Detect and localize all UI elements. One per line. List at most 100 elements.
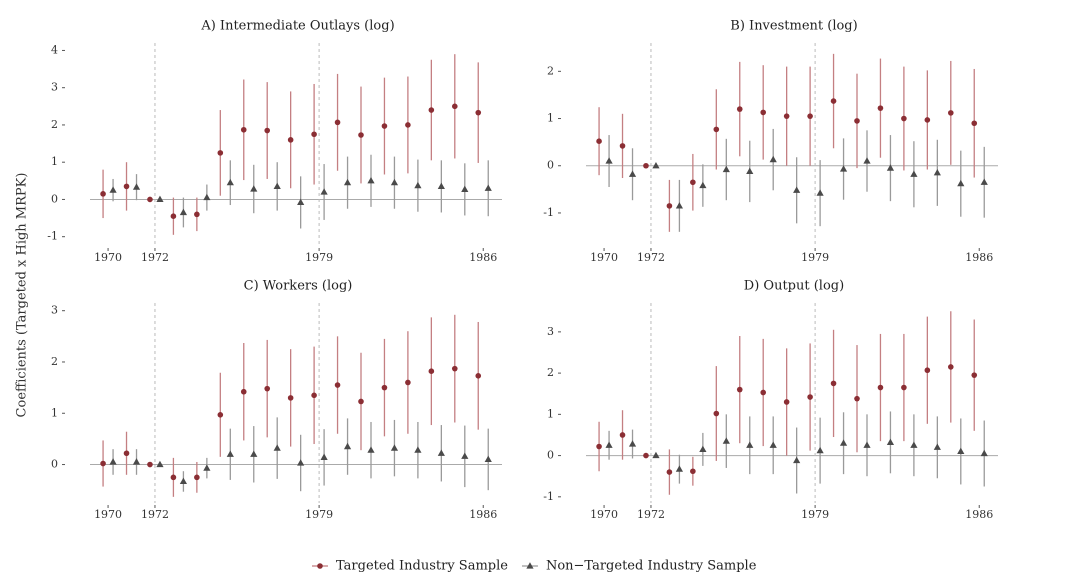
point — [405, 379, 411, 386]
point — [123, 450, 130, 457]
y-tick-label: -1 — [543, 206, 554, 219]
point — [287, 137, 294, 143]
point — [605, 157, 613, 164]
point — [933, 169, 941, 176]
x-tick-label: 1979 — [305, 251, 333, 264]
point — [367, 446, 375, 453]
y-tick-label: 0 — [51, 192, 58, 205]
y-tick-label: 1 — [51, 406, 58, 419]
point — [475, 109, 482, 116]
point — [475, 373, 482, 379]
x-tick-label: 1972 — [141, 508, 169, 521]
point — [596, 443, 602, 450]
y-tick-label: 2 — [51, 118, 58, 131]
point — [320, 188, 328, 195]
point — [675, 202, 684, 209]
x-tick-label: 1970 — [590, 251, 618, 264]
y-tick-label: 2 — [51, 355, 58, 368]
point — [100, 191, 106, 197]
point — [123, 183, 130, 190]
point — [783, 113, 790, 119]
point — [343, 442, 352, 450]
point — [854, 395, 860, 402]
point — [980, 178, 988, 185]
point — [132, 458, 141, 465]
point — [179, 477, 188, 485]
x-tick-label: 1979 — [801, 508, 829, 521]
point — [156, 195, 164, 203]
point — [273, 444, 281, 451]
point — [311, 131, 317, 138]
point — [947, 110, 954, 116]
x-tick-label: 1972 — [637, 508, 665, 521]
y-tick-label: 2 — [547, 64, 554, 77]
point — [760, 389, 767, 396]
legend-item: Targeted Industry Sample — [312, 559, 508, 574]
legend-label: Targeted Industry Sample — [336, 559, 508, 574]
point — [901, 115, 907, 122]
point — [886, 164, 895, 171]
y-tick-label: 3 — [547, 325, 554, 338]
point — [414, 181, 422, 189]
point — [451, 103, 458, 110]
point — [311, 392, 317, 399]
point — [793, 456, 801, 464]
y-tick-label: 4 — [51, 43, 58, 56]
x-tick-label: 1970 — [94, 508, 122, 521]
point — [405, 122, 411, 128]
point — [250, 450, 258, 457]
panel-title: C) Workers (log) — [244, 279, 353, 294]
y-tick-label: 3 — [51, 81, 58, 94]
point — [863, 441, 871, 448]
point — [170, 213, 177, 220]
point — [830, 98, 837, 104]
point — [226, 178, 234, 186]
point — [971, 120, 978, 127]
point — [924, 367, 931, 374]
point — [390, 444, 399, 451]
point — [910, 441, 918, 448]
point — [839, 439, 848, 446]
point — [933, 443, 941, 450]
point — [343, 178, 352, 186]
point — [381, 384, 388, 391]
point — [980, 449, 988, 457]
point — [816, 189, 824, 196]
x-tick-label: 1979 — [801, 251, 829, 264]
y-tick-label: 2 — [547, 366, 554, 379]
point — [957, 447, 965, 455]
point — [652, 161, 660, 169]
point — [877, 384, 884, 391]
point — [451, 365, 458, 372]
legend-label: Non−Targeted Industry Sample — [546, 559, 757, 574]
point — [428, 368, 435, 375]
point — [250, 185, 258, 192]
point — [367, 177, 375, 184]
point — [170, 474, 177, 481]
point — [713, 410, 720, 417]
point — [736, 386, 743, 393]
point — [690, 468, 696, 475]
point — [699, 181, 707, 189]
point — [713, 126, 720, 133]
point — [334, 119, 341, 126]
point — [971, 372, 978, 378]
x-tick-label: 1972 — [141, 251, 169, 264]
point — [240, 126, 247, 133]
point — [675, 465, 684, 472]
point — [358, 132, 364, 138]
point — [437, 449, 445, 456]
point — [746, 167, 754, 175]
point — [526, 562, 534, 569]
x-tick-label: 1979 — [305, 508, 333, 521]
y-tick-label: -1 — [543, 490, 554, 503]
point — [605, 441, 613, 448]
point — [273, 182, 281, 190]
point — [317, 563, 323, 569]
point — [358, 398, 364, 405]
y-tick-label: 1 — [51, 155, 58, 168]
point — [334, 382, 341, 388]
point — [839, 165, 848, 172]
point — [297, 459, 305, 466]
